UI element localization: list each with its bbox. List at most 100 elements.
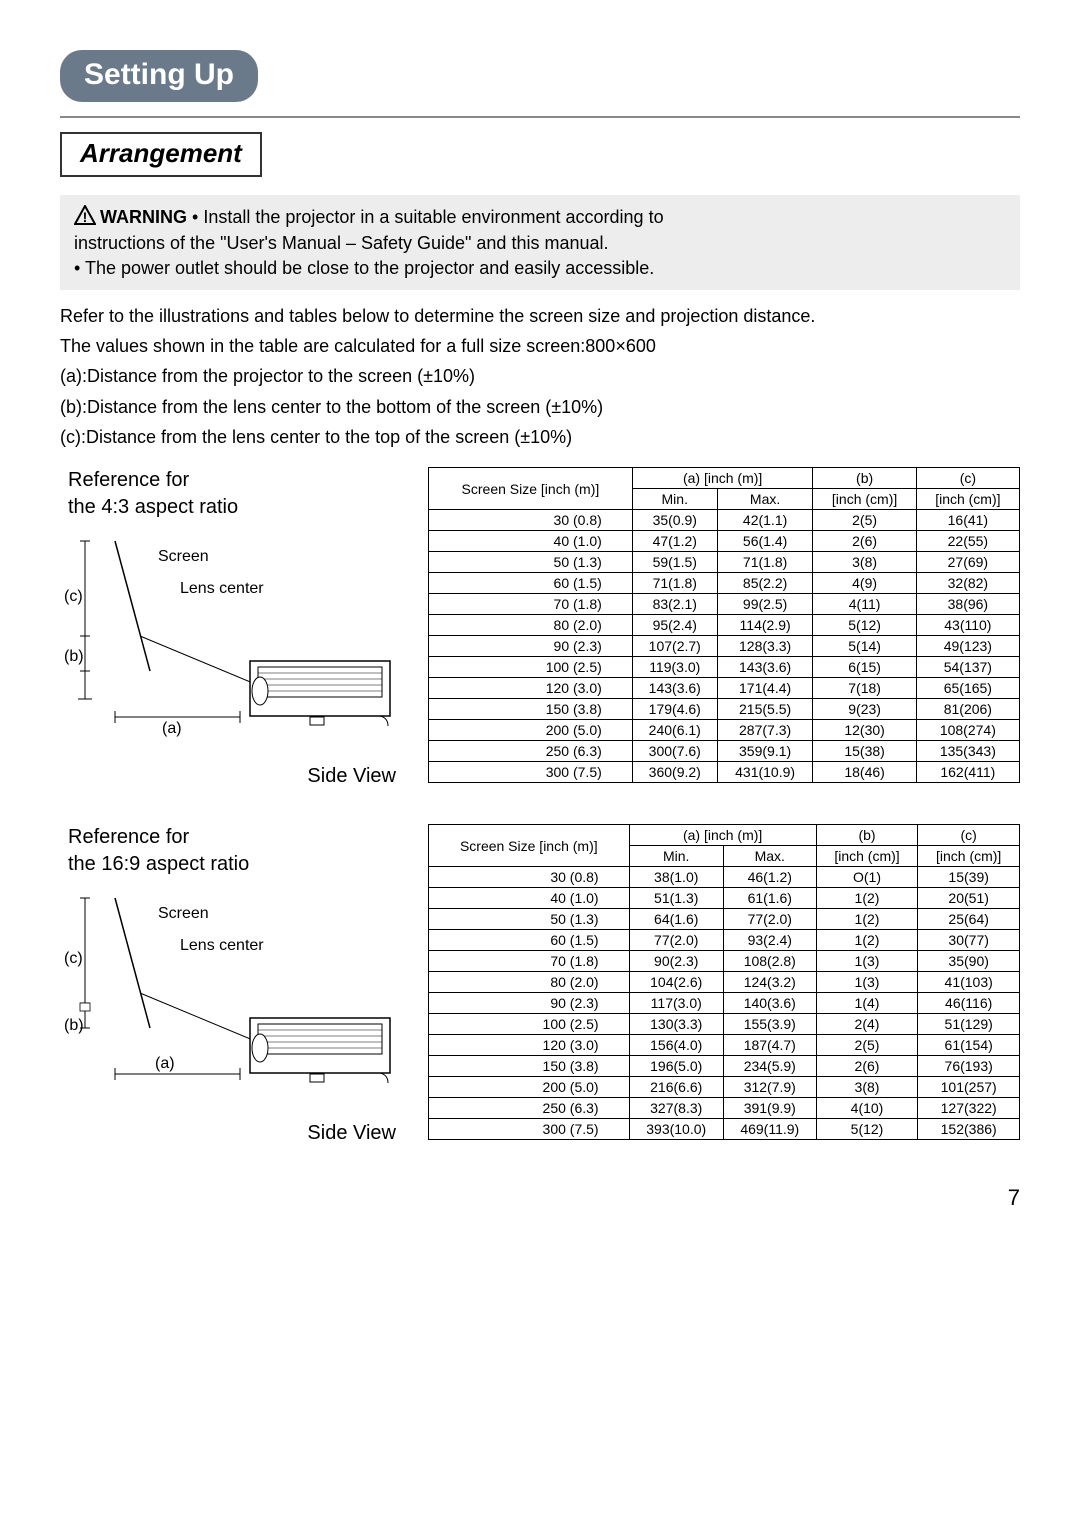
table-row: 70 (1.8)90(2.3)108(2.8)1(3)35(90) — [429, 951, 1020, 972]
cell-b: 2(4) — [816, 1014, 918, 1035]
cell-max: 99(2.5) — [717, 594, 813, 615]
cell-ss: 120 (3.0) — [429, 678, 633, 699]
table-row: 150 (3.8)179(4.6)215(5.5)9(23)81(206) — [429, 699, 1020, 720]
svg-text:!: ! — [83, 209, 88, 225]
table-169-body: 30 (0.8)38(1.0)46(1.2)O(1)15(39)40 (1.0)… — [429, 867, 1020, 1140]
intro-block: Refer to the illustrations and tables be… — [60, 304, 1020, 449]
table-row: 70 (1.8)83(2.1)99(2.5)4(11)38(96) — [429, 594, 1020, 615]
table-row: 150 (3.8)196(5.0)234(5.9)2(6)76(193) — [429, 1056, 1020, 1077]
cell-ss: 70 (1.8) — [429, 594, 633, 615]
section-subheading-text: Arrangement — [80, 138, 242, 168]
block-169: Reference for the 16:9 aspect ratio (c) … — [60, 824, 1020, 1145]
cell-ss: 300 (7.5) — [429, 1119, 630, 1140]
section-subheading: Arrangement — [60, 132, 262, 177]
svg-text:Lens center: Lens center — [180, 937, 264, 954]
cell-b: O(1) — [816, 867, 918, 888]
screen-label-43: Screen — [158, 548, 209, 565]
cell-b: 2(6) — [816, 1056, 918, 1077]
cell-b: 4(11) — [813, 594, 916, 615]
table-row: 200 (5.0)240(6.1)287(7.3)12(30)108(274) — [429, 720, 1020, 741]
cell-ss: 120 (3.0) — [429, 1035, 630, 1056]
cell-max: 128(3.3) — [717, 636, 813, 657]
table-row: 100 (2.5)130(3.3)155(3.9)2(4)51(129) — [429, 1014, 1020, 1035]
cell-c: 15(39) — [918, 867, 1020, 888]
cell-max: 140(3.6) — [723, 993, 816, 1014]
table-row: 90 (2.3)117(3.0)140(3.6)1(4)46(116) — [429, 993, 1020, 1014]
th-min: Min. — [632, 489, 717, 510]
cell-c: 152(386) — [918, 1119, 1020, 1140]
cell-max: 171(4.4) — [717, 678, 813, 699]
cell-b: 1(3) — [816, 972, 918, 993]
cell-c: 43(110) — [916, 615, 1019, 636]
cell-b: 5(14) — [813, 636, 916, 657]
cell-c: 81(206) — [916, 699, 1019, 720]
cell-ss: 150 (3.8) — [429, 1056, 630, 1077]
warning-line1: • Install the projector in a suitable en… — [192, 207, 664, 227]
th-screensize: Screen Size [inch (m)] — [429, 468, 633, 510]
cell-ss: 250 (6.3) — [429, 741, 633, 762]
svg-text:(a): (a) — [155, 1055, 175, 1072]
cell-c: 65(165) — [916, 678, 1019, 699]
cell-max: 312(7.9) — [723, 1077, 816, 1098]
cell-c: 30(77) — [918, 930, 1020, 951]
cell-max: 71(1.8) — [717, 552, 813, 573]
th-c-unit2: [inch (cm)] — [918, 846, 1020, 867]
th-a: (a) [inch (m)] — [632, 468, 813, 489]
cell-min: 327(8.3) — [629, 1098, 723, 1119]
cell-b: 18(46) — [813, 762, 916, 783]
cell-min: 35(0.9) — [632, 510, 717, 531]
page-title: Setting Up — [84, 58, 234, 91]
cell-ss: 80 (2.0) — [429, 615, 633, 636]
ref169-t1: Reference for — [68, 826, 189, 848]
th-b-unit: [inch (cm)] — [813, 489, 916, 510]
table-row: 250 (6.3)300(7.6)359(9.1)15(38)135(343) — [429, 741, 1020, 762]
cell-ss: 60 (1.5) — [429, 573, 633, 594]
cell-min: 179(4.6) — [632, 699, 717, 720]
cell-b: 9(23) — [813, 699, 916, 720]
cell-min: 71(1.8) — [632, 573, 717, 594]
cell-max: 77(2.0) — [723, 909, 816, 930]
table-row: 300 (7.5)393(10.0)469(11.9)5(12)152(386) — [429, 1119, 1020, 1140]
table-169-head: Screen Size [inch (m)] (a) [inch (m)] (b… — [429, 825, 1020, 867]
cell-c: 27(69) — [916, 552, 1019, 573]
sideview-169: Side View — [60, 1122, 396, 1145]
th-max2: Max. — [723, 846, 816, 867]
table-row: 120 (3.0)156(4.0)187(4.7)2(5)61(154) — [429, 1035, 1020, 1056]
svg-text:(b): (b) — [64, 1017, 84, 1034]
table-row: 50 (1.3)64(1.6)77(2.0)1(2)25(64) — [429, 909, 1020, 930]
cell-max: 56(1.4) — [717, 531, 813, 552]
cell-ss: 100 (2.5) — [429, 657, 633, 678]
table-row: 80 (2.0)104(2.6)124(3.2)1(3)41(103) — [429, 972, 1020, 993]
cell-c: 32(82) — [916, 573, 1019, 594]
diagram-43: (c) (b) (a) Screen Lens center — [60, 531, 400, 788]
cell-min: 216(6.6) — [629, 1077, 723, 1098]
cell-max: 234(5.9) — [723, 1056, 816, 1077]
cell-ss: 70 (1.8) — [429, 951, 630, 972]
cell-b: 3(8) — [813, 552, 916, 573]
cell-max: 187(4.7) — [723, 1035, 816, 1056]
cell-max: 215(5.5) — [717, 699, 813, 720]
cell-max: 431(10.9) — [717, 762, 813, 783]
intro-pb: (b):Distance from the lens center to the… — [60, 395, 1020, 419]
cell-ss: 60 (1.5) — [429, 930, 630, 951]
cell-max: 287(7.3) — [717, 720, 813, 741]
th-b2: (b) — [816, 825, 918, 846]
svg-text:Screen: Screen — [158, 905, 209, 922]
table-row: 50 (1.3)59(1.5)71(1.8)3(8)27(69) — [429, 552, 1020, 573]
cell-max: 46(1.2) — [723, 867, 816, 888]
svg-text:(c): (c) — [64, 588, 83, 605]
cell-max: 469(11.9) — [723, 1119, 816, 1140]
cell-min: 90(2.3) — [629, 951, 723, 972]
page-number: 7 — [60, 1185, 1020, 1211]
cell-max: 391(9.9) — [723, 1098, 816, 1119]
cell-max: 85(2.2) — [717, 573, 813, 594]
cell-ss: 250 (6.3) — [429, 1098, 630, 1119]
th-b: (b) — [813, 468, 916, 489]
cell-b: 2(5) — [813, 510, 916, 531]
diagram-169: (c) (b) (a) Screen Lens center — [60, 888, 400, 1145]
intro-pc: (c):Distance from the lens center to the… — [60, 425, 1020, 449]
table-row: 30 (0.8)38(1.0)46(1.2)O(1)15(39) — [429, 867, 1020, 888]
warning-label: WARNING — [100, 207, 187, 227]
warning-icon: ! — [74, 205, 96, 231]
ref169-t2: the 16:9 aspect ratio — [68, 853, 249, 875]
